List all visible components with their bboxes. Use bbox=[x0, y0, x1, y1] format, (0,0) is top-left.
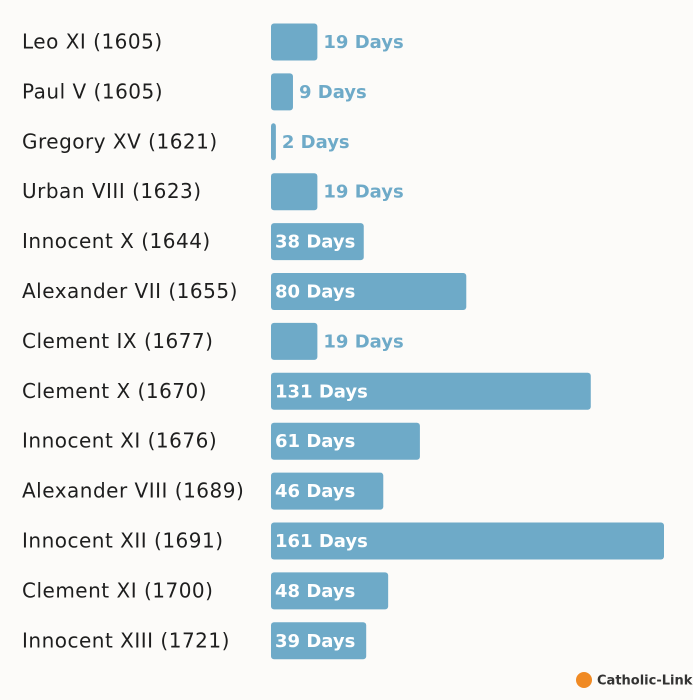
bar bbox=[271, 322, 318, 360]
bar bbox=[271, 123, 276, 161]
value-label: 161 Days bbox=[275, 531, 368, 552]
category-label: Clement IX (1677) bbox=[22, 329, 213, 353]
category-label: Innocent XIII (1721) bbox=[22, 628, 230, 652]
value-label: 19 Days bbox=[323, 32, 403, 53]
bar bbox=[271, 73, 293, 111]
value-label: 80 Days bbox=[275, 282, 355, 303]
category-label: Urban VIII (1623) bbox=[22, 179, 202, 203]
bar bbox=[271, 622, 367, 660]
value-label: 38 Days bbox=[275, 232, 355, 253]
category-label: Gregory XV (1621) bbox=[22, 129, 218, 153]
value-label: 9 Days bbox=[299, 82, 367, 103]
bar bbox=[271, 422, 420, 460]
bar bbox=[271, 23, 318, 61]
bar bbox=[271, 173, 318, 211]
category-label: Leo XI (1605) bbox=[22, 30, 163, 54]
value-label: 19 Days bbox=[323, 331, 403, 352]
value-label: 61 Days bbox=[275, 431, 355, 452]
bar bbox=[271, 472, 384, 510]
category-label: Paul V (1605) bbox=[22, 79, 163, 103]
category-label: Alexander VIII (1689) bbox=[22, 479, 244, 503]
bar bbox=[271, 273, 467, 310]
value-label: 39 Days bbox=[275, 631, 355, 652]
category-label: Innocent X (1644) bbox=[22, 229, 211, 253]
category-label: Clement X (1670) bbox=[22, 379, 207, 403]
bar bbox=[271, 372, 591, 410]
source: Catholic-Link bbox=[597, 674, 693, 689]
value-label: 46 Days bbox=[275, 481, 355, 502]
logo-icon bbox=[576, 672, 592, 688]
value-label: 2 Days bbox=[282, 132, 350, 153]
category-label: Innocent XI (1676) bbox=[22, 429, 217, 453]
value-label: 131 Days bbox=[275, 381, 368, 402]
category-label: Innocent XII (1691) bbox=[22, 529, 224, 553]
value-label: 48 Days bbox=[275, 581, 355, 602]
bar bbox=[271, 572, 389, 610]
bar bbox=[271, 522, 664, 560]
bar bbox=[271, 223, 364, 261]
category-label: Alexander VII (1655) bbox=[22, 279, 238, 303]
category-label: Clement XI (1700) bbox=[22, 578, 213, 602]
value-label: 19 Days bbox=[323, 182, 403, 203]
